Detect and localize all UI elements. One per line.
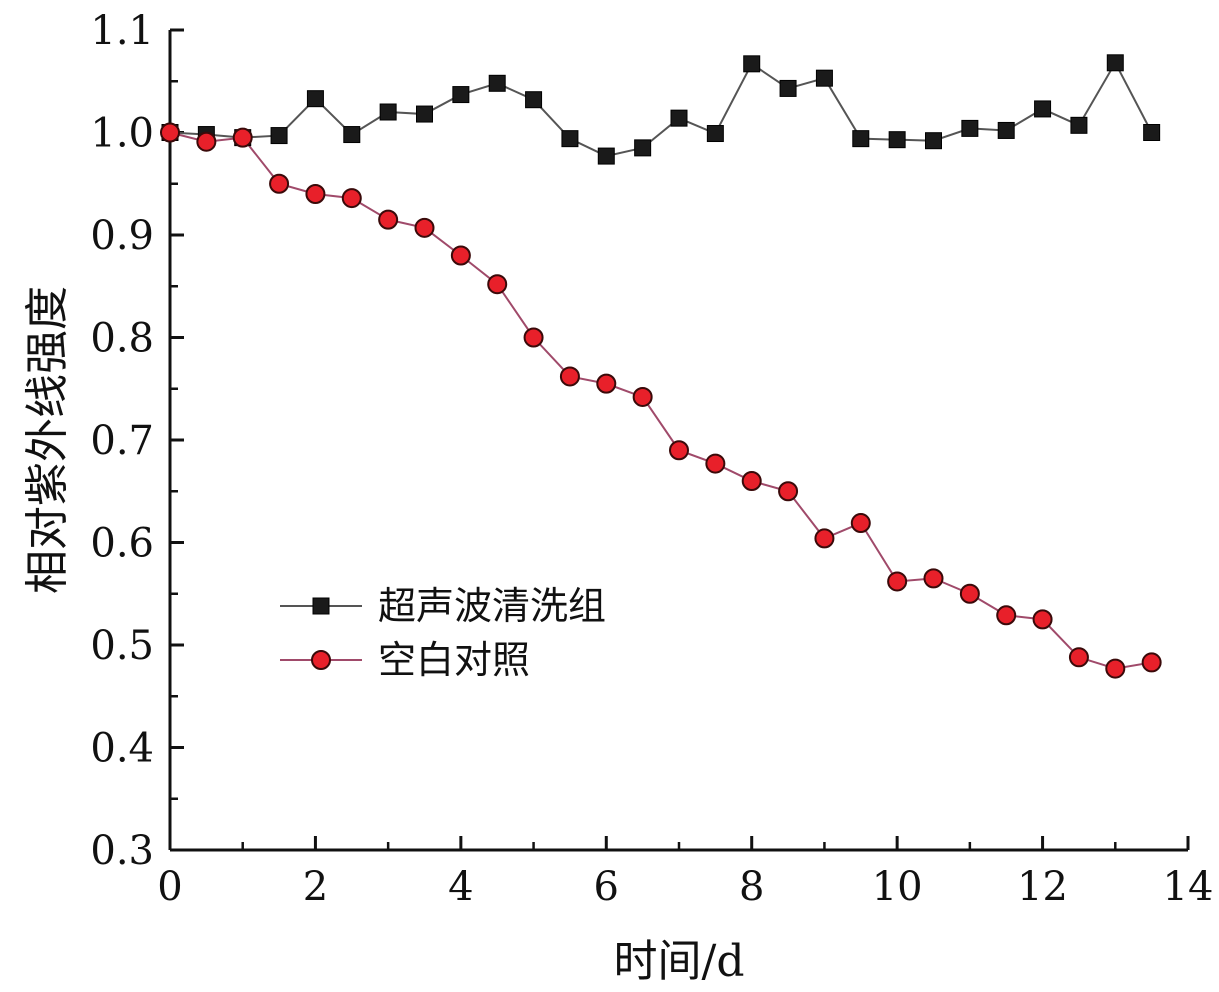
y-tick-label: 0.8 <box>90 316 154 362</box>
circle-marker-s2 <box>196 131 217 152</box>
ticks: 0 2 4 6 8 10 12 14 0.3 0.4 0.5 0.6 0.7 0.8 0.9 1.0 1.1 <box>90 8 1213 910</box>
square-marker-s1 <box>888 131 906 149</box>
circle-marker-s2 <box>341 188 362 209</box>
square-marker-s1 <box>561 130 579 148</box>
y-tick-label: 0.3 <box>90 828 154 874</box>
legend-marker-2 <box>311 650 331 670</box>
circle-marker-s2 <box>814 528 835 549</box>
circle-marker-s2 <box>1032 609 1053 630</box>
square-marker-s1 <box>670 109 688 127</box>
square-marker-s1 <box>852 130 870 148</box>
x-tick-label: 8 <box>739 864 764 910</box>
circle-marker-s2 <box>559 366 580 387</box>
circle-marker-s2 <box>923 568 944 589</box>
circle-marker-s2 <box>596 373 617 394</box>
circle-marker-s2 <box>741 471 762 491</box>
square-marker-s1 <box>1143 124 1161 141</box>
circle-marker-s2 <box>669 440 689 461</box>
y-tick-label: 1.1 <box>90 8 154 54</box>
square-marker-s1 <box>306 90 324 108</box>
circle-marker-s2 <box>1068 647 1089 668</box>
circle-marker-s2 <box>850 513 871 534</box>
legend-label-2: 空白对照 <box>378 638 530 682</box>
square-marker-s1 <box>961 119 979 137</box>
square-marker-s1 <box>488 74 506 92</box>
y-axis-title: 相对紫外线强度 <box>22 286 73 594</box>
x-tick-label: 6 <box>594 864 619 910</box>
square-marker-s1 <box>1106 54 1124 72</box>
series-line-1 <box>169 60 1153 158</box>
y-tick-label: 0.4 <box>90 726 154 772</box>
square-marker-s1 <box>343 126 361 144</box>
circle-marker-s2 <box>414 217 435 238</box>
x-axis-title: 时间/d <box>614 936 745 987</box>
square-marker-s1 <box>452 86 470 104</box>
circle-marker-s2 <box>1105 658 1126 679</box>
x-tick-label: 0 <box>157 864 182 910</box>
square-marker-s1 <box>925 132 942 150</box>
circle-marker-s2 <box>232 127 253 148</box>
square-marker-s1 <box>779 79 797 97</box>
square-marker-s1 <box>1070 116 1088 134</box>
circle-marker-s2 <box>1141 652 1162 673</box>
series-lines <box>169 60 1153 670</box>
circle-marker-s2 <box>959 583 980 604</box>
circle-marker-s2 <box>778 481 799 502</box>
circle-marker-s2 <box>160 122 180 143</box>
series-line-2 <box>169 131 1152 670</box>
y-tick-label: 0.7 <box>90 418 154 464</box>
square-marker-s1 <box>634 139 652 157</box>
circle-marker-s2 <box>305 184 326 204</box>
circle-marker-s2 <box>705 453 726 474</box>
square-marker-s1 <box>379 103 397 121</box>
circle-marker-s2 <box>523 327 544 348</box>
x-tick-label: 2 <box>303 864 328 910</box>
y-tick-label: 0.9 <box>90 213 154 259</box>
circle-marker-s2 <box>632 386 653 407</box>
y-tick-label: 0.6 <box>90 521 154 567</box>
series-markers <box>160 54 1162 679</box>
square-marker-s1 <box>270 127 288 145</box>
square-marker-s1 <box>597 147 615 165</box>
circle-marker-s2 <box>378 209 399 230</box>
square-marker-s1 <box>525 91 543 109</box>
legend-marker-1 <box>312 597 330 615</box>
circle-marker-s2 <box>450 245 471 266</box>
square-marker-s1 <box>1034 100 1052 118</box>
y-tick-label: 0.5 <box>90 623 154 669</box>
square-marker-s1 <box>815 69 833 87</box>
legend-label-1: 超声波清洗组 <box>378 584 606 628</box>
circle-marker-s2 <box>887 571 908 592</box>
circle-marker-s2 <box>269 173 290 194</box>
square-marker-s1 <box>743 55 761 73</box>
square-marker-s1 <box>997 121 1015 139</box>
circle-marker-s2 <box>487 274 508 295</box>
x-tick-label: 10 <box>872 864 923 910</box>
x-tick-label: 12 <box>1017 864 1068 910</box>
square-marker-s1 <box>706 125 724 143</box>
circle-marker-s2 <box>996 605 1017 626</box>
y-tick-label: 1.0 <box>90 111 154 157</box>
x-tick-label: 14 <box>1163 864 1214 910</box>
axes <box>168 30 1188 852</box>
square-marker-s1 <box>416 105 433 123</box>
x-tick-label: 4 <box>448 864 473 910</box>
